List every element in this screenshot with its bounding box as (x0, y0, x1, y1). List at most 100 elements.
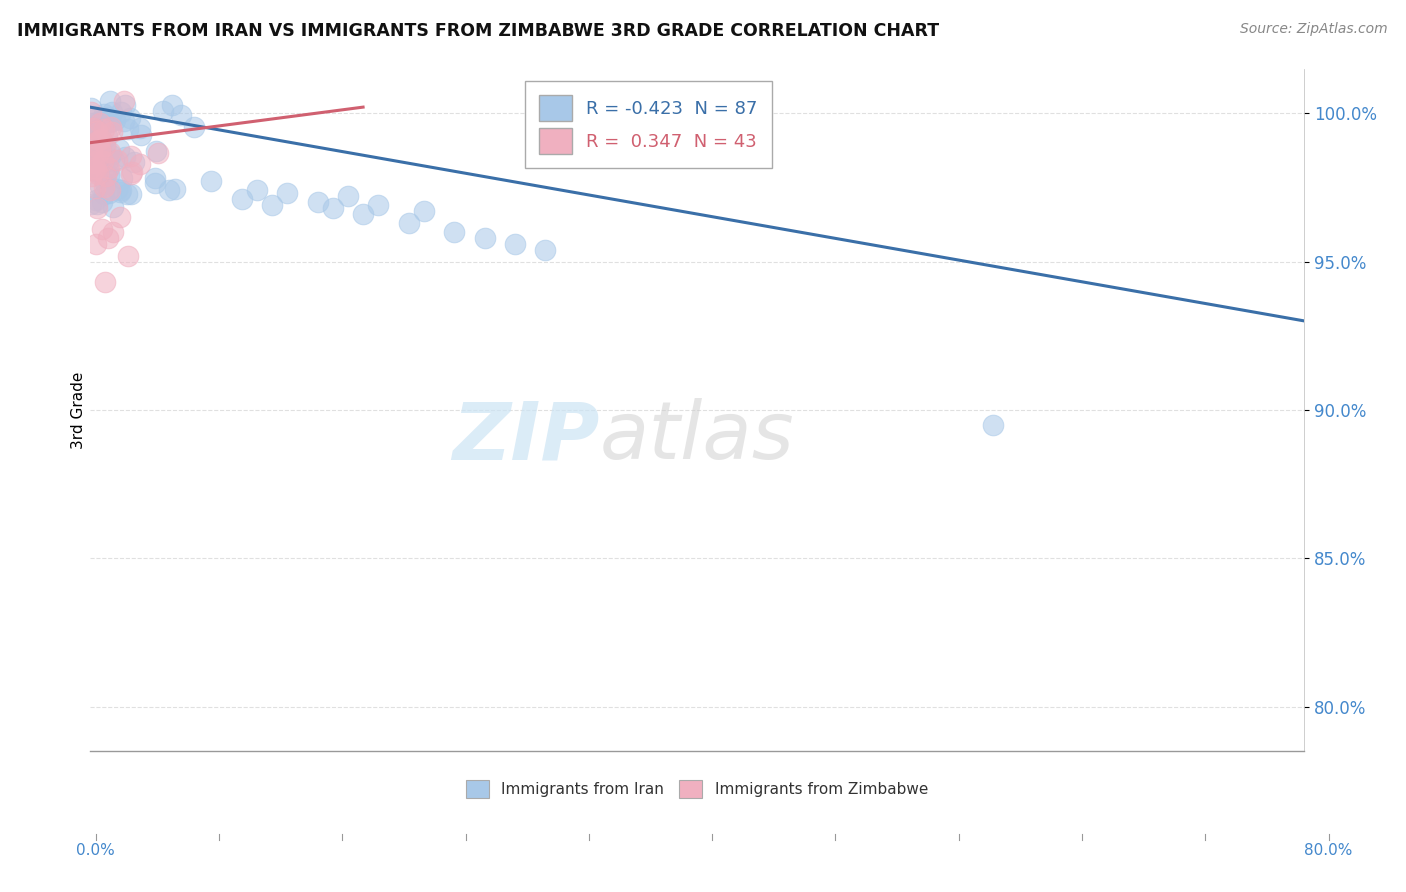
Point (111, 170, 134, 185)
Point (108, 185, 131, 199)
Text: ZIP: ZIP (453, 399, 600, 476)
Point (80, 109, 103, 123)
Point (91, 153, 114, 168)
Point (534, 243, 557, 257)
Point (157, 183, 180, 197)
Point (97, 154, 120, 169)
Point (183, 120, 205, 134)
Point (86, 122, 108, 136)
Point (110, 104, 132, 119)
Point (322, 201, 344, 215)
Point (96, 150, 118, 164)
Point (82, 143, 104, 157)
Point (97, 231, 120, 245)
Y-axis label: 3rd Grade: 3rd Grade (72, 371, 86, 449)
Point (98, 94, 121, 108)
Point (96, 128, 118, 143)
Point (83, 156, 105, 170)
Point (114, 150, 136, 164)
Point (89, 145, 111, 159)
Point (94, 138, 117, 153)
Point (87, 165, 110, 179)
Text: Source: ZipAtlas.com: Source: ZipAtlas.com (1240, 22, 1388, 37)
Point (443, 225, 465, 239)
Text: atlas: atlas (600, 399, 794, 476)
Point (93, 180, 115, 194)
Point (118, 111, 141, 125)
Point (84, 161, 107, 176)
Point (91, 222, 114, 236)
Point (94, 169, 117, 183)
Point (103, 153, 125, 167)
Point (86, 124, 108, 138)
Point (83, 162, 105, 177)
Point (108, 142, 131, 156)
Point (89, 179, 111, 194)
Point (100, 145, 122, 159)
Point (91, 134, 114, 148)
Point (117, 249, 139, 263)
Point (117, 122, 139, 136)
Point (107, 153, 129, 167)
Point (96, 112, 118, 127)
Point (131, 128, 153, 142)
Point (398, 216, 420, 230)
Point (80, 104, 103, 119)
Point (101, 200, 124, 214)
Point (97, 168, 120, 182)
Point (143, 176, 166, 190)
Point (82, 121, 104, 136)
Point (120, 186, 142, 201)
Point (94, 137, 117, 152)
Point (93, 107, 115, 121)
Point (170, 108, 193, 122)
Point (145, 170, 167, 185)
Point (981, 417, 1004, 432)
Point (94, 275, 117, 289)
Point (412, 204, 434, 219)
Point (115, 186, 138, 201)
Point (86, 196, 108, 211)
Point (260, 198, 283, 212)
Point (246, 183, 269, 197)
Point (124, 155, 146, 169)
Point (100, 120, 122, 134)
Point (89, 116, 111, 130)
Point (120, 167, 142, 181)
Point (94, 177, 117, 191)
Point (97, 161, 120, 176)
Point (80, 197, 103, 211)
Legend: Immigrants from Iran, Immigrants from Zimbabwe: Immigrants from Iran, Immigrants from Zi… (458, 772, 935, 805)
Point (94, 167, 117, 181)
Point (82, 143, 104, 157)
Point (91, 152, 114, 166)
Point (80, 169, 103, 184)
Point (84, 153, 107, 168)
Point (110, 183, 132, 197)
Point (105, 182, 128, 196)
Point (84, 135, 107, 149)
Point (120, 149, 142, 163)
Point (336, 189, 359, 203)
Point (128, 121, 150, 136)
Point (80, 116, 103, 130)
Point (98, 183, 121, 197)
Point (83, 149, 105, 163)
Point (80, 101, 103, 115)
Point (84, 236, 107, 251)
Text: IMMIGRANTS FROM IRAN VS IMMIGRANTS FROM ZIMBABWE 3RD GRADE CORRELATION CHART: IMMIGRANTS FROM IRAN VS IMMIGRANTS FROM … (17, 22, 939, 40)
Point (276, 186, 298, 201)
Point (231, 192, 253, 206)
Point (98, 115, 121, 129)
Point (86, 151, 108, 165)
Point (89, 142, 111, 156)
Point (152, 103, 174, 118)
Point (89, 113, 111, 128)
Point (108, 210, 131, 224)
Point (90, 132, 112, 146)
Point (100, 147, 122, 161)
Point (91, 112, 114, 126)
Point (98, 113, 121, 128)
Point (474, 231, 496, 245)
Point (100, 104, 122, 119)
